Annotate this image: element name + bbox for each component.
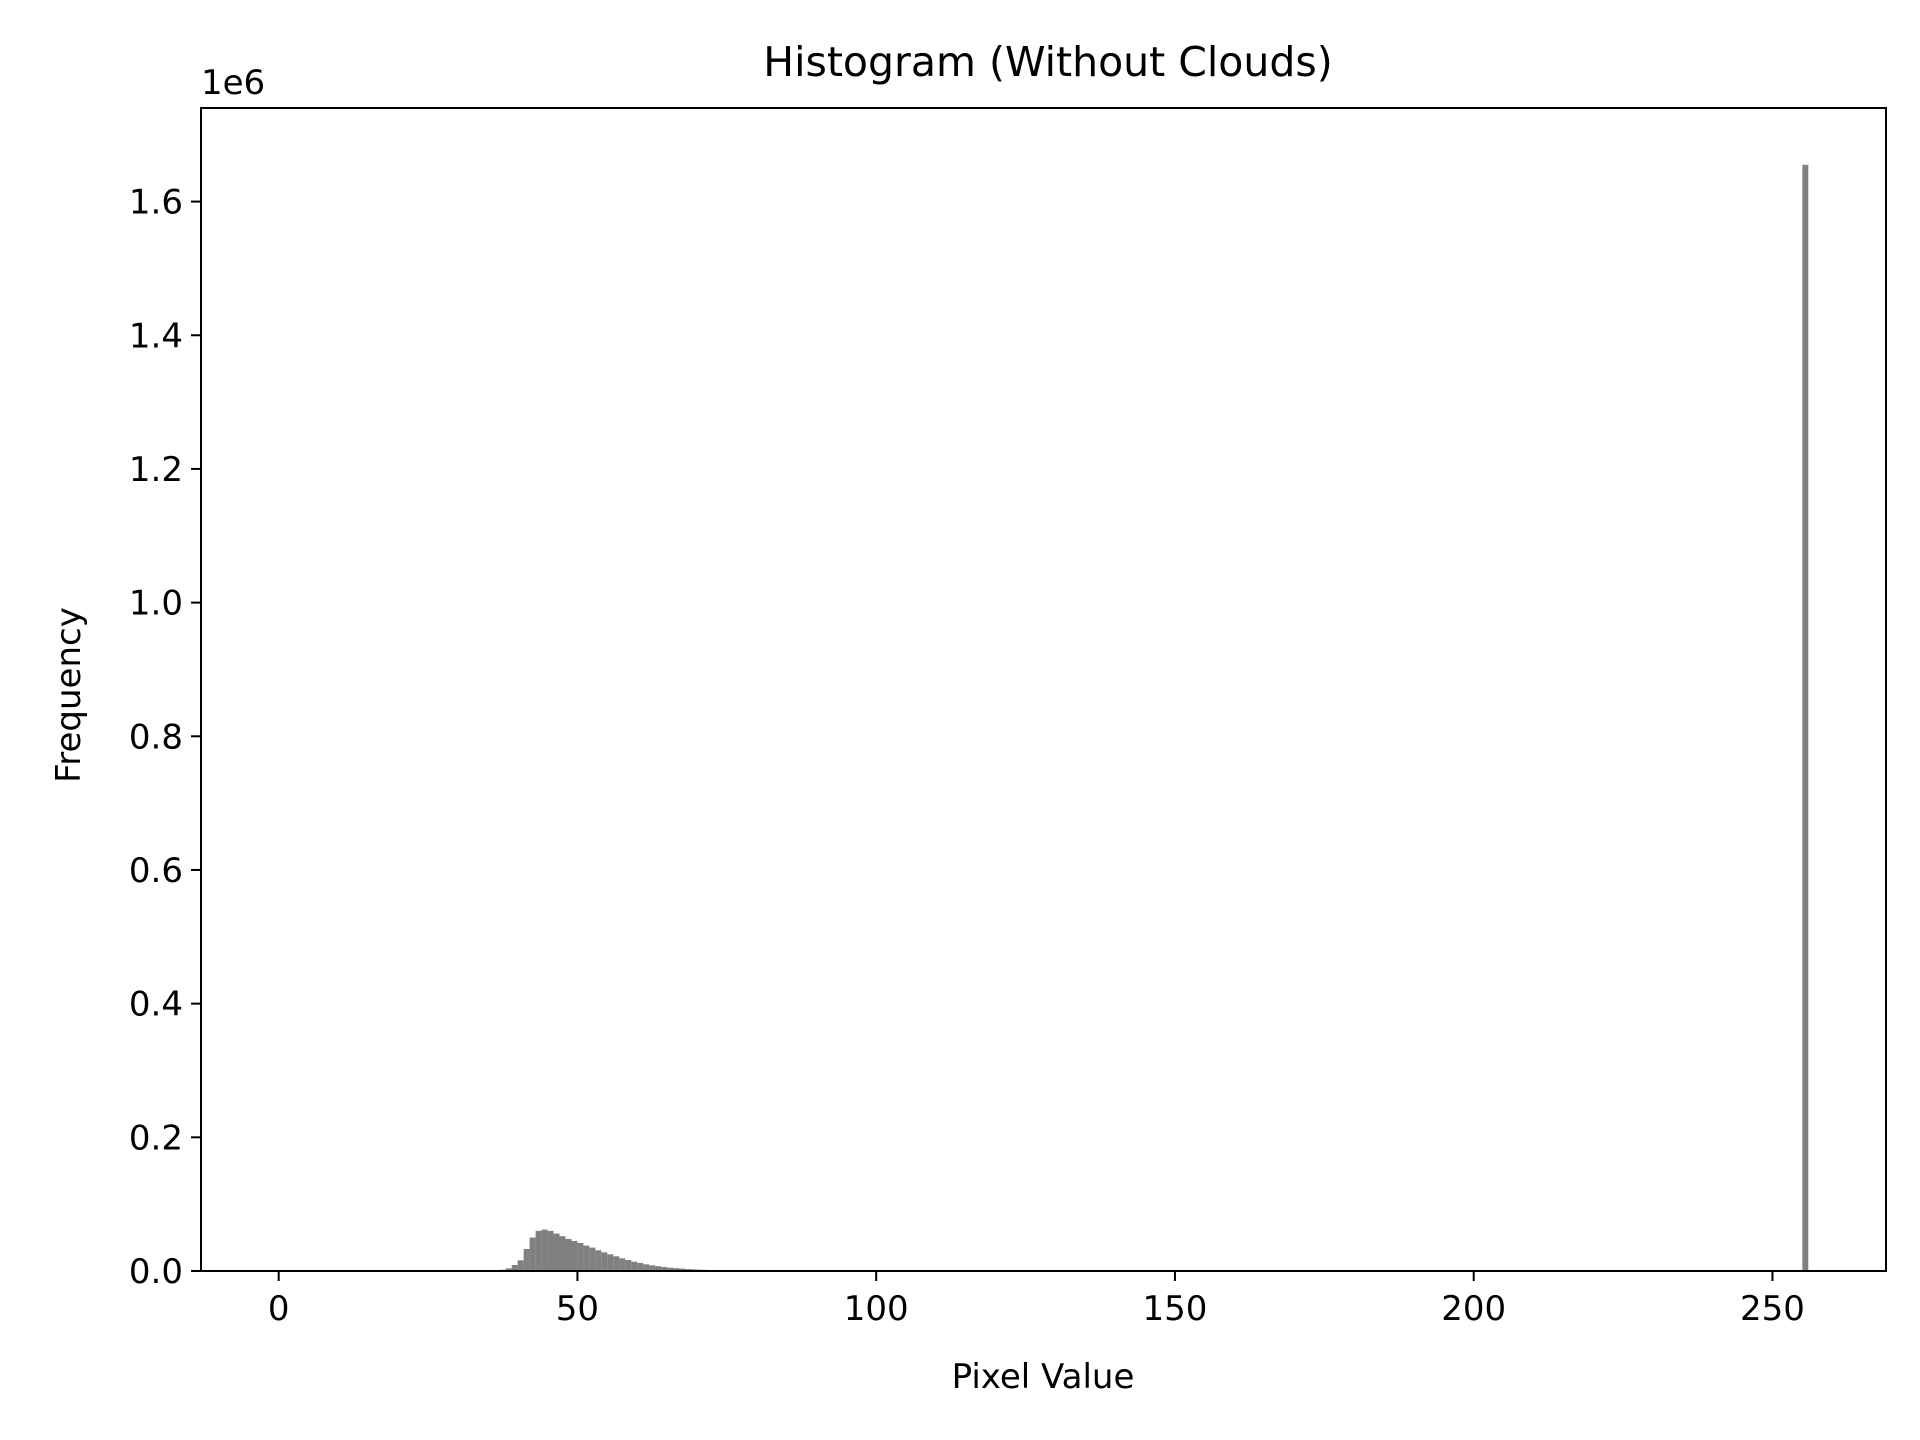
histogram-bar <box>679 1268 685 1271</box>
histogram-bar <box>643 1264 650 1271</box>
histogram-bar <box>613 1256 620 1271</box>
histogram-bar <box>607 1254 614 1271</box>
histogram-bar <box>553 1233 560 1271</box>
histogram-bar <box>661 1266 668 1271</box>
y-tick-label: 1.0 <box>129 584 183 624</box>
histogram-bar <box>547 1230 554 1271</box>
histogram-bar <box>511 1264 518 1271</box>
x-tick-label: 0 <box>268 1289 290 1329</box>
x-tick-label: 200 <box>1441 1289 1506 1329</box>
x-axis-label: Pixel Value <box>952 1357 1135 1397</box>
plot-area-frame <box>200 107 1887 1272</box>
y-axis-offset-label: 1e6 <box>201 63 265 103</box>
histogram-bar <box>631 1261 638 1271</box>
x-tick-label: 150 <box>1143 1289 1208 1329</box>
histogram-bar <box>601 1252 608 1271</box>
x-tick-label: 100 <box>844 1289 909 1329</box>
y-tick-label: 0.8 <box>129 717 183 757</box>
y-tick-label: 0.4 <box>129 985 183 1025</box>
histogram-bar <box>595 1250 602 1271</box>
histogram-bar <box>625 1259 632 1271</box>
y-tick-label: 0.0 <box>129 1252 183 1292</box>
chart-title: Histogram (Without Clouds) <box>763 38 1332 86</box>
histogram-bar <box>667 1267 674 1271</box>
histogram-bar <box>535 1230 542 1271</box>
histogram-bar <box>505 1268 512 1271</box>
histogram-bar <box>684 1268 691 1271</box>
histogram-bar <box>649 1265 656 1271</box>
histogram-bar <box>1802 164 1809 1271</box>
y-axis: 0.0 0.2 0.4 0.6 0.8 1.0 1.2 1.4 1.6 <box>129 183 201 1292</box>
y-axis-label: Frequency <box>49 607 89 783</box>
histogram-bar <box>529 1237 536 1271</box>
y-tick-label: 1.6 <box>129 183 183 223</box>
y-tick-label: 1.4 <box>129 316 183 356</box>
histogram-bar <box>655 1266 662 1271</box>
histogram-bar <box>589 1247 596 1271</box>
y-tick-label: 0.2 <box>129 1118 183 1158</box>
x-tick-label: 250 <box>1740 1289 1805 1329</box>
histogram-bar <box>565 1238 572 1271</box>
x-axis: 0 50 100 150 200 250 <box>268 1271 1805 1329</box>
histogram-bar <box>583 1245 590 1271</box>
y-tick-label: 1.2 <box>129 450 183 490</box>
histogram-bar <box>571 1240 578 1271</box>
histogram-bar <box>523 1248 530 1271</box>
x-tick-label: 50 <box>556 1289 599 1329</box>
y-tick-label: 0.6 <box>129 851 183 891</box>
histogram-bar <box>559 1236 566 1271</box>
histogram-bar <box>673 1268 680 1271</box>
histogram-bar <box>637 1262 644 1271</box>
histogram-bar <box>619 1258 626 1271</box>
histogram-bar <box>517 1260 524 1271</box>
histogram-bar <box>541 1229 548 1271</box>
histogram-bar <box>577 1242 584 1271</box>
